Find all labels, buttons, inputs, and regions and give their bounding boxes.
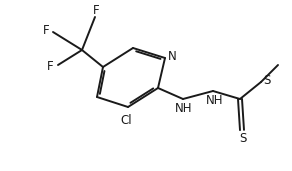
Text: Cl: Cl <box>120 115 132 128</box>
Text: NH: NH <box>206 94 224 107</box>
Text: F: F <box>43 24 49 37</box>
Text: F: F <box>93 3 99 16</box>
Text: S: S <box>239 133 247 146</box>
Text: NH: NH <box>175 102 193 115</box>
Text: S: S <box>263 75 271 88</box>
Text: F: F <box>47 61 53 74</box>
Text: N: N <box>168 49 176 62</box>
